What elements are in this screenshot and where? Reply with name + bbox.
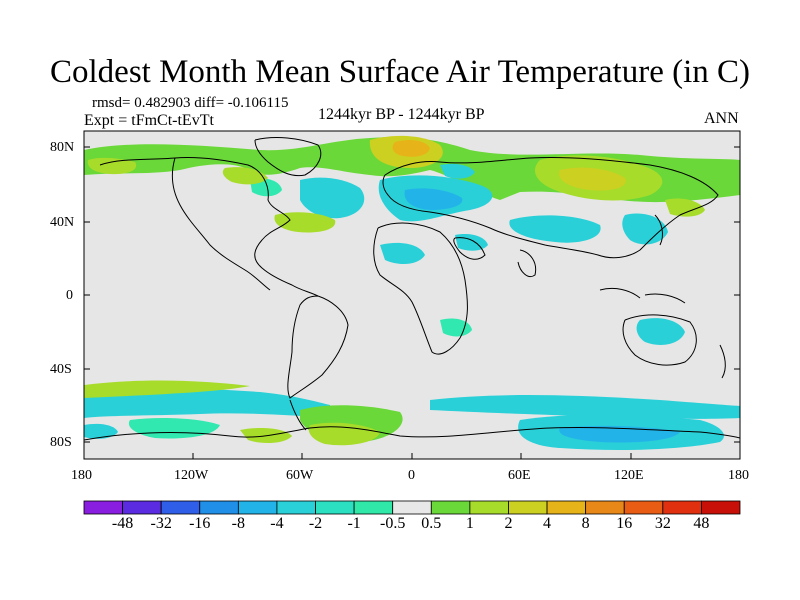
colorbar-box [199, 500, 239, 515]
arctic-hot-spot [392, 140, 430, 157]
colorbar-box [160, 500, 201, 515]
colorbar-label: 16 [616, 515, 633, 532]
eurasia-coast [382, 156, 719, 259]
australia-cool [636, 318, 685, 345]
colorbar-box [237, 500, 278, 515]
x-label-60w: 60W [286, 468, 314, 483]
colorbar-label: -1 [347, 515, 361, 532]
sahara-cool [380, 242, 425, 265]
colorbar-box [701, 500, 741, 515]
colorbar-box [83, 500, 123, 515]
antarctic-peninsula-coast [289, 399, 307, 431]
y-label-0: 0 [66, 288, 73, 303]
colorbar-box [508, 500, 548, 515]
greenland-coast [254, 137, 322, 177]
colorbar-label: -2 [308, 515, 323, 532]
north-america-west-coast [171, 157, 271, 291]
alaska-warm [87, 157, 137, 175]
colorbar-box [585, 500, 625, 515]
x-label-0: 0 [408, 468, 415, 483]
y-axis-ticks [84, 146, 740, 443]
x-label-60e: 60E [508, 468, 531, 483]
colorbar-label: 48 [693, 515, 710, 532]
colorbar-label: -4 [270, 515, 284, 532]
colorbar-box [430, 500, 471, 515]
experiment-label: Expt = tFmCt-tEvTt [84, 112, 214, 129]
stats-rmsd: rmsd= 0.482903 diff= -0.106115 [92, 95, 289, 111]
y-label-40s: 40S [50, 362, 72, 377]
colorbar-label: -32 [150, 515, 172, 532]
colorbar-label: 0.5 [421, 515, 442, 532]
southern-ocean-cool-east [430, 395, 740, 419]
australia-coast [622, 314, 697, 366]
colorbar-box [315, 500, 355, 515]
japan-cool [622, 213, 668, 245]
barents-cool [440, 163, 475, 179]
chart-title: Coldest Month Mean Surface Air Temperatu… [50, 54, 750, 90]
period-label: 1244kyr BP - 1244kyr BP [318, 106, 485, 123]
gulf-stream-warm [274, 212, 336, 233]
colorbar-label: 1 [465, 515, 474, 532]
colorbar-label: -0.5 [380, 515, 406, 532]
x-label-120w: 120W [174, 468, 209, 483]
asia-cool [509, 215, 601, 243]
colorbar-box [122, 500, 162, 515]
weddell-warm-core [308, 422, 380, 446]
y-label-80s: 80S [50, 435, 72, 450]
india-coast [517, 249, 537, 277]
coastlines [84, 137, 740, 441]
north-atlantic-cool [300, 177, 365, 219]
africa-cool [440, 318, 472, 337]
colorbar [83, 500, 741, 515]
x-label-180w: 180 [71, 468, 92, 483]
europe-cool-core [404, 188, 463, 210]
colorbar-label: -48 [111, 515, 134, 532]
x-label-180e: 180 [728, 468, 749, 483]
colorbar-box [623, 500, 664, 515]
y-label-80n: 80N [50, 140, 75, 155]
north-america-coast [99, 157, 319, 297]
new-zealand-coast [719, 344, 726, 379]
colorbar-box [662, 500, 702, 515]
colorbar-label: 2 [504, 515, 513, 532]
x-label-120e: 120E [614, 468, 644, 483]
anomaly-field [84, 135, 740, 450]
west-antarctica-cool [84, 423, 118, 439]
south-america-coast [287, 295, 349, 399]
colorbar-box [469, 500, 509, 515]
y-label-40n: 40N [50, 215, 75, 230]
colorbar-box [546, 500, 587, 515]
season-label: ANN [704, 110, 739, 127]
indonesia-coast [599, 287, 686, 304]
colorbar-label: 4 [543, 515, 552, 532]
antarctica-coast [84, 426, 740, 441]
southern-ocean-cool-west [84, 388, 330, 418]
colorbar-label: -16 [189, 515, 211, 532]
colorbar-label: 32 [654, 515, 671, 532]
canada-warm [222, 167, 268, 185]
colorbar-box [353, 500, 394, 515]
colorbar-label: -8 [231, 515, 246, 532]
colorbar-box [276, 500, 316, 515]
arabia-coast [453, 237, 486, 260]
x-axis-ticks [83, 453, 741, 459]
colorbar-box [392, 500, 432, 515]
kamchatka-warm [665, 198, 705, 217]
japan-coast [654, 214, 663, 246]
siberia-warm-core [559, 167, 626, 191]
southern-ocean-warm-west [84, 380, 250, 398]
africa-coast [373, 222, 468, 355]
colorbar-label: 8 [581, 515, 590, 532]
